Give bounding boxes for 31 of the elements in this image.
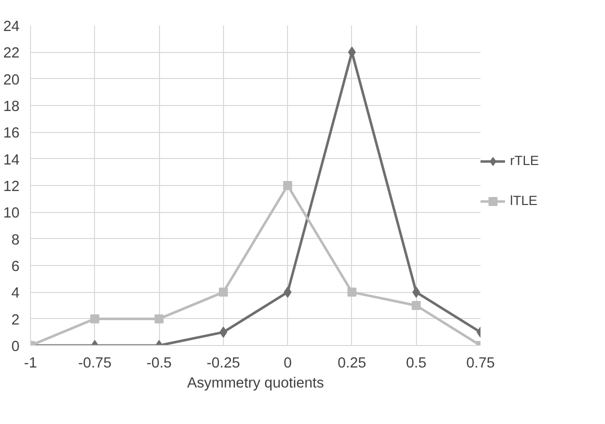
x-tick-label: -0.75 <box>78 356 112 372</box>
point <box>412 301 421 310</box>
y-tick-label: 16 <box>3 126 20 142</box>
x-tick-label: 0.5 <box>406 356 426 372</box>
x-tick-label: 0.75 <box>466 356 495 372</box>
y-tick-label: 12 <box>3 179 20 195</box>
y-tick-label: 22 <box>3 46 20 62</box>
y-tick-label: 0 <box>11 339 20 355</box>
x-tick-label: -1 <box>24 356 38 372</box>
y-tick-label: 2 <box>11 312 20 328</box>
y-tick-label: 4 <box>11 286 20 302</box>
x-axis-title: Asymmetry quotients <box>187 376 324 392</box>
point <box>412 286 420 298</box>
point <box>218 288 228 297</box>
x-tick-label: -0.5 <box>146 356 172 372</box>
legend-label: lTLE <box>510 193 538 208</box>
x-tick-label: 0.25 <box>338 356 366 372</box>
point <box>283 181 292 190</box>
y-tick-label: 24 <box>3 19 20 35</box>
point <box>347 288 356 297</box>
y-tick-label: 8 <box>11 232 20 248</box>
y-tick-label: 14 <box>3 152 20 168</box>
y-tick-label: 20 <box>3 72 20 88</box>
y-tick-label: 6 <box>11 259 20 275</box>
y-tick-label: 10 <box>3 206 20 222</box>
y-tick-label: 18 <box>3 99 20 115</box>
x-tick-label: -0.25 <box>206 356 240 372</box>
x-tick-label: 0 <box>284 356 292 372</box>
point <box>154 314 164 324</box>
point <box>90 314 100 324</box>
legend-label: rTLE <box>510 153 539 168</box>
